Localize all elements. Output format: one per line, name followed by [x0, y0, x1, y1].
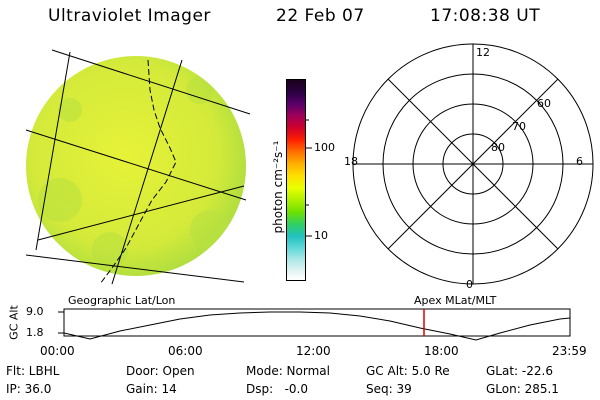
x-tick-2359: 23:59 — [552, 344, 587, 358]
altitude-strip-chart — [58, 308, 571, 341]
info-glat: GLat: -22.6 — [486, 364, 553, 378]
colorbar-ticks — [306, 119, 312, 237]
strip-y-bottom: 1.8 — [26, 326, 44, 339]
polar-label-18: 18 — [344, 155, 358, 168]
intensity-colorbar — [286, 79, 306, 281]
polar-lat-80: 80 — [491, 141, 505, 154]
info-dsp: Dsp: -0.0 — [246, 382, 309, 396]
time-label: 17:08:38 UT — [430, 6, 541, 26]
info-glon: GLon: 285.1 — [486, 382, 559, 396]
colorbar-tick-10: 10 — [314, 229, 328, 242]
instrument-title: Ultraviolet Imager — [48, 6, 211, 26]
polar-lat-70: 70 — [512, 120, 526, 133]
info-mode: Mode: Normal — [246, 364, 330, 378]
info-gain: Gain: 14 — [126, 382, 177, 396]
date-label: 22 Feb 07 — [276, 6, 365, 26]
info-filter: Flt: LBHL — [6, 364, 60, 378]
info-seq: Seq: 39 — [366, 382, 412, 396]
apex-coords-label: Apex MLat/MLT — [414, 294, 497, 307]
uv-image-disk — [26, 56, 246, 276]
x-tick-1200: 12:00 — [296, 344, 331, 358]
info-door: Door: Open — [126, 364, 195, 378]
polar-lat-60: 60 — [537, 97, 551, 110]
colorbar-unit-label: photon cm⁻²s⁻¹ — [271, 140, 285, 234]
geo-grid-lines — [25, 49, 251, 285]
info-ip: IP: 36.0 — [6, 382, 52, 396]
polar-label-12: 12 — [476, 46, 490, 59]
x-tick-0000: 00:00 — [40, 344, 75, 358]
polar-plot — [352, 43, 594, 285]
x-tick-0600: 06:00 — [168, 344, 203, 358]
info-gc-alt: GC Alt: 5.0 Re — [366, 364, 450, 378]
polar-label-6: 6 — [576, 155, 583, 168]
polar-label-0: 0 — [466, 278, 473, 291]
strip-y-top: 9.0 — [26, 305, 44, 318]
x-tick-1800: 18:00 — [424, 344, 459, 358]
altitude-curve — [63, 311, 571, 341]
strip-axis-title: GC Alt — [7, 305, 21, 340]
colorbar-tick-100: 100 — [314, 141, 335, 154]
geo-coords-label: Geographic Lat/Lon — [68, 294, 176, 307]
